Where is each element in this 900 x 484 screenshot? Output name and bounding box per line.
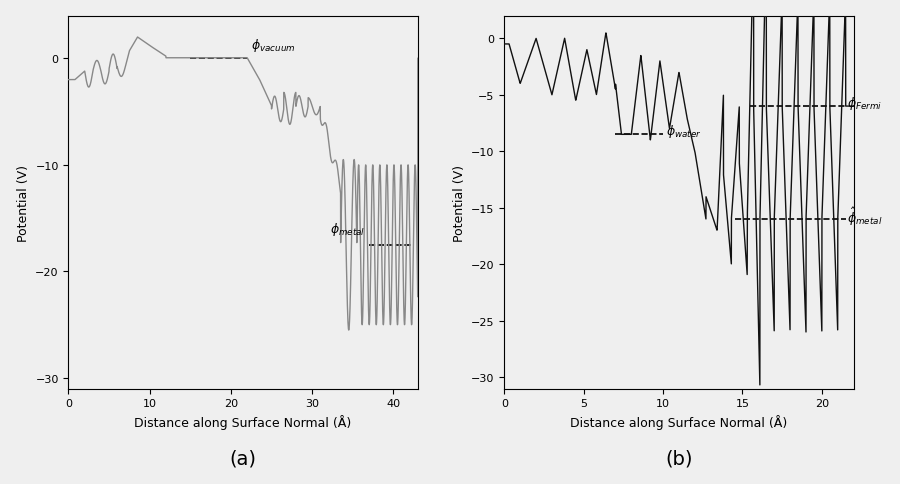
Text: $\phi_{metal}$: $\phi_{metal}$ [329,221,365,238]
Y-axis label: Potential (V): Potential (V) [17,164,30,241]
X-axis label: Distance along Surface Normal (Å): Distance along Surface Normal (Å) [571,414,788,429]
Y-axis label: Potential (V): Potential (V) [453,164,465,241]
Text: $\phi_{water}$: $\phi_{water}$ [666,123,702,140]
Text: $\phi_{Fermi}$: $\phi_{Fermi}$ [847,95,883,112]
Text: (a): (a) [230,448,256,467]
Text: $\hat{\phi}_{metal}$: $\hat{\phi}_{metal}$ [847,205,883,227]
Text: (b): (b) [665,448,693,467]
Text: $\phi_{vacuum}$: $\phi_{vacuum}$ [251,37,296,54]
X-axis label: Distance along Surface Normal (Å): Distance along Surface Normal (Å) [134,414,352,429]
